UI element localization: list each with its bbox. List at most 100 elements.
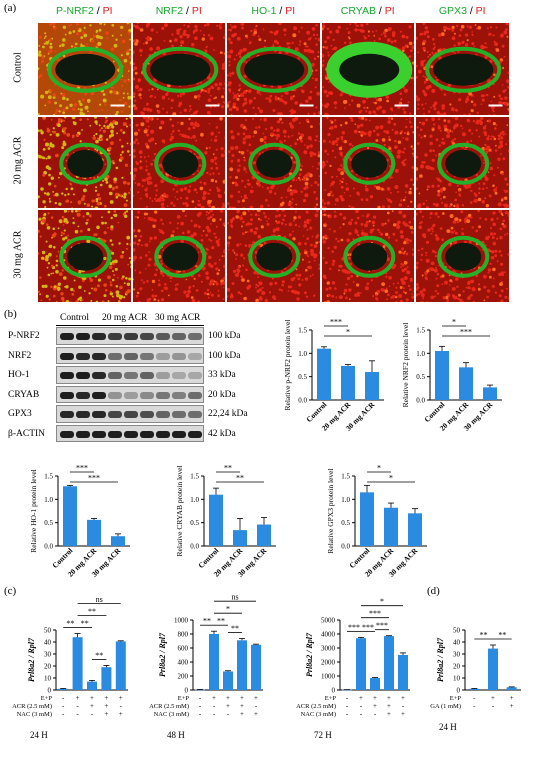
treatment-mark: +: [212, 694, 216, 702]
bar: [72, 637, 83, 690]
blot-band: [76, 352, 90, 360]
blot-band: [172, 352, 186, 360]
bar: [435, 351, 449, 400]
blot-band: [92, 430, 106, 438]
y-tick-label: 1.5: [298, 327, 307, 335]
blot-band: [188, 372, 202, 380]
bar: [341, 365, 355, 400]
if-image-tile: [131, 209, 226, 303]
if-image-tile: [320, 209, 415, 303]
marker-label: CRYAB: [340, 5, 377, 17]
blot-band: [172, 411, 186, 419]
treatment-mark: -: [62, 702, 65, 710]
if-image-tile: [226, 209, 321, 303]
blot-band: [60, 372, 74, 380]
blot-strip: [56, 346, 204, 364]
blot-band: [156, 333, 170, 341]
treatment-mark: +: [387, 710, 391, 718]
y-tick-label: 0.0: [298, 397, 307, 405]
time-label: 24 H: [30, 730, 48, 740]
blot-band: [92, 372, 106, 380]
sig-label: ***: [369, 609, 381, 618]
y-tick-label: 0: [457, 687, 461, 695]
blot-kda-label: 33 kDa: [208, 370, 236, 380]
bar: [469, 688, 480, 690]
bar: [506, 687, 517, 690]
y-tick-label: 800: [178, 631, 189, 639]
blot-band: [172, 391, 186, 399]
treatment-mark: +: [104, 710, 108, 718]
bar: [251, 644, 261, 690]
group-underline: [56, 325, 204, 326]
blot-band: [172, 333, 186, 341]
blot-protein-label: CRYAB: [8, 389, 40, 400]
y-tick-label: 1.5: [341, 473, 350, 481]
y-tick-label: 50: [44, 627, 52, 635]
sig-label: ***: [362, 623, 374, 632]
treatment-mark: -: [62, 694, 65, 702]
y-tick-label: 0.5: [44, 519, 53, 527]
blot-group-label: 20 mg ACR: [102, 313, 148, 323]
treatment-mark: +: [491, 694, 495, 702]
blot-band: [76, 430, 90, 438]
y-tick-label: 0.0: [44, 543, 53, 551]
y-tick-label: 200: [178, 673, 189, 681]
treatment-label: E+P: [325, 695, 337, 702]
separator: /: [93, 5, 103, 17]
y-axis-label: Relative GPX3 protein level: [326, 468, 335, 553]
treatment-mark: -: [227, 710, 230, 718]
bar: [87, 519, 101, 546]
bar: [384, 636, 394, 690]
treatment-mark: +: [359, 694, 363, 702]
bar: [209, 634, 219, 690]
y-tick-label: 400: [178, 659, 189, 667]
blot-strip: [56, 405, 204, 423]
if-column-header: CRYAB / PI: [321, 5, 416, 17]
blot-band: [124, 411, 138, 419]
blot-protein-label: HO-1: [8, 370, 30, 380]
sig-label: *: [380, 597, 384, 606]
sig-label: *: [389, 474, 393, 483]
if-image-tile: [415, 209, 510, 303]
treatment-mark: -: [213, 702, 216, 710]
blot-protein-label: NRF2: [8, 350, 32, 361]
blot-band: [92, 352, 106, 360]
sig-label: ***: [88, 474, 100, 483]
bar: [237, 640, 247, 690]
treatment-mark: +: [76, 694, 80, 702]
treatment-mark: -: [346, 702, 349, 710]
treatment-mark: -: [199, 710, 202, 718]
y-tick-label: 4000: [321, 631, 336, 639]
y-tick-label: 0.5: [190, 519, 199, 527]
blot-band: [156, 391, 170, 399]
treatment-mark: +: [401, 694, 405, 702]
treatment-mark: +: [401, 710, 405, 718]
bar: [317, 348, 331, 400]
blot-kda-label: 42 kDa: [208, 428, 236, 439]
if-image-tile: [37, 22, 132, 116]
sig-label: **: [81, 619, 89, 628]
if-image-tile: [415, 22, 510, 116]
marker-label: NRF2: [155, 5, 184, 17]
bar: [87, 681, 97, 690]
sig-label: ***: [76, 464, 88, 473]
blot-protein-label: GPX3: [8, 409, 32, 419]
if-image-tile: [131, 22, 226, 116]
y-tick-label: 10: [44, 675, 52, 683]
treatment-mark: -: [199, 702, 202, 710]
if-image-tile: [320, 115, 415, 209]
counterstain-label: PI: [475, 5, 486, 17]
if-image-tile: [226, 115, 321, 209]
if-column-header: P-NRF2 / PI: [37, 5, 132, 17]
blot-band: [108, 391, 122, 399]
y-tick-label: 1.5: [44, 473, 53, 481]
sig-label: **: [217, 617, 225, 626]
treatment-mark: +: [226, 694, 230, 702]
y-tick-label: 0.5: [341, 519, 350, 527]
bar: [115, 641, 126, 690]
treatment-label: GA (1 mM): [430, 703, 461, 710]
blot-strip: [56, 366, 204, 384]
y-tick-label: 40: [44, 639, 52, 647]
if-image-tile: [226, 22, 321, 116]
treatment-mark: -: [374, 710, 377, 718]
